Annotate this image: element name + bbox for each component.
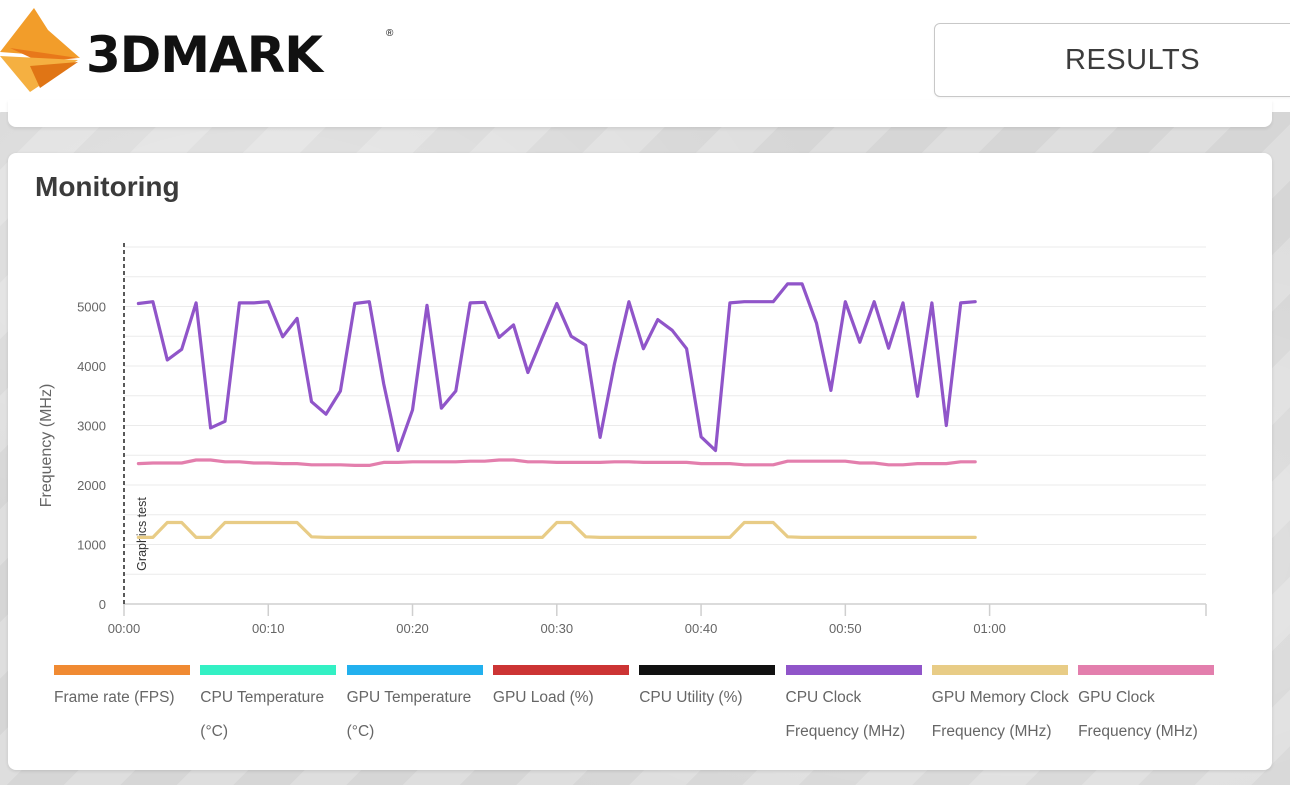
x-tick-label: 00:40 <box>685 621 718 636</box>
x-tick-label: 00:30 <box>541 621 574 636</box>
legend-label: CPU Temperature (°C) <box>200 689 325 740</box>
y-tick-label: 4000 <box>77 359 106 374</box>
logo-emblem-icon <box>0 8 80 92</box>
graphics-test-label: Graphics test <box>135 497 149 571</box>
y-tick-label: 0 <box>99 597 106 612</box>
x-tick-label: 00:20 <box>396 621 429 636</box>
legend-swatch <box>1078 665 1215 675</box>
previous-panel-edge <box>8 100 1272 127</box>
y-tick-label: 5000 <box>77 300 106 315</box>
3dmark-logo[interactable]: 3DMARK ® <box>0 0 393 100</box>
legend-swatch <box>492 665 629 675</box>
legend-label: Frame rate (FPS) <box>54 689 175 706</box>
x-tick-label: 00:00 <box>108 621 141 636</box>
registered-mark: ® <box>386 28 394 39</box>
legend-label: CPU Utility (%) <box>639 689 743 706</box>
legend-swatch <box>346 665 483 675</box>
monitoring-chart: 0 1000 2000 3000 4000 5000 00:00 00:10 00:20 00:3… <box>38 243 1207 636</box>
chart-legend: Frame rate (FPS) CPU Temperature (°C) GPU … <box>8 153 1272 770</box>
legend-label: GPU Clock Frequency (MHz) <box>1078 689 1198 740</box>
legend-swatch <box>200 665 337 675</box>
panel-title: Monitoring <box>35 171 180 202</box>
series-line-gpu-clock-frequency-mhz <box>136 458 977 467</box>
y-tick-label: 2000 <box>77 478 106 493</box>
legend-swatch <box>54 665 190 675</box>
monitoring-panel: Monitoring 0 1000 2000 3000 4000 5000 00:00 00:… <box>8 153 1272 770</box>
x-tick-label: 00:10 <box>252 621 285 636</box>
logo-text: 3DMARK <box>86 26 323 84</box>
legend-swatch <box>785 665 922 675</box>
results-button[interactable]: RESULTS <box>934 23 1290 97</box>
header-bar: 3DMARK ® RESULTS <box>0 0 1290 112</box>
y-axis-label: Frequency (MHz) <box>38 384 55 508</box>
legend-swatch <box>931 665 1068 675</box>
legend-label: GPU Load (%) <box>492 689 594 706</box>
results-button-label: RESULTS <box>1065 44 1201 76</box>
x-tick-label: 01:00 <box>973 621 1006 636</box>
y-tick-label: 3000 <box>77 419 106 434</box>
legend-label: GPU Memory Clock Frequency (MHz) <box>931 689 1069 740</box>
series-line-cpu-clock-frequency-mhz <box>136 282 977 453</box>
legend-swatch <box>639 665 776 675</box>
legend-label: GPU Temperature (°C) <box>346 689 472 740</box>
legend-label: CPU Clock Frequency (MHz) <box>785 689 906 740</box>
y-tick-label: 1000 <box>77 538 106 553</box>
x-tick-label: 00:50 <box>829 621 862 636</box>
series-line-gpu-memory-clock-frequency-mhz <box>136 520 977 539</box>
